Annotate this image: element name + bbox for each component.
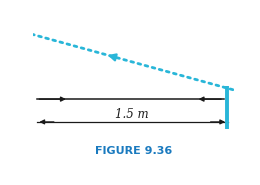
Text: FIGURE 9.36: FIGURE 9.36: [95, 146, 172, 156]
Text: 1.5 m: 1.5 m: [115, 108, 149, 121]
